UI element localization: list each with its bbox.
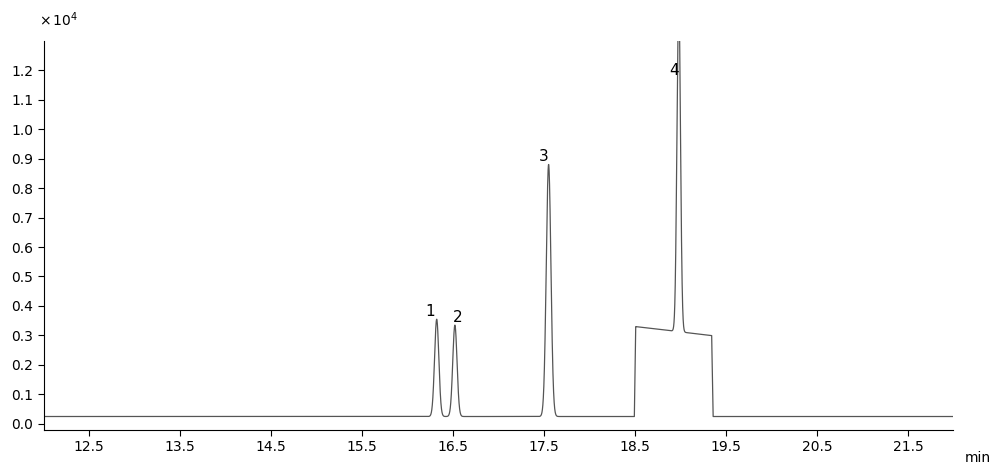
- Text: 2: 2: [453, 310, 462, 325]
- Text: 1: 1: [426, 304, 435, 319]
- Text: 3: 3: [539, 150, 549, 164]
- Text: min: min: [964, 451, 991, 465]
- Text: 4: 4: [669, 63, 679, 77]
- Text: $\times\,10^4$: $\times\,10^4$: [39, 10, 78, 29]
